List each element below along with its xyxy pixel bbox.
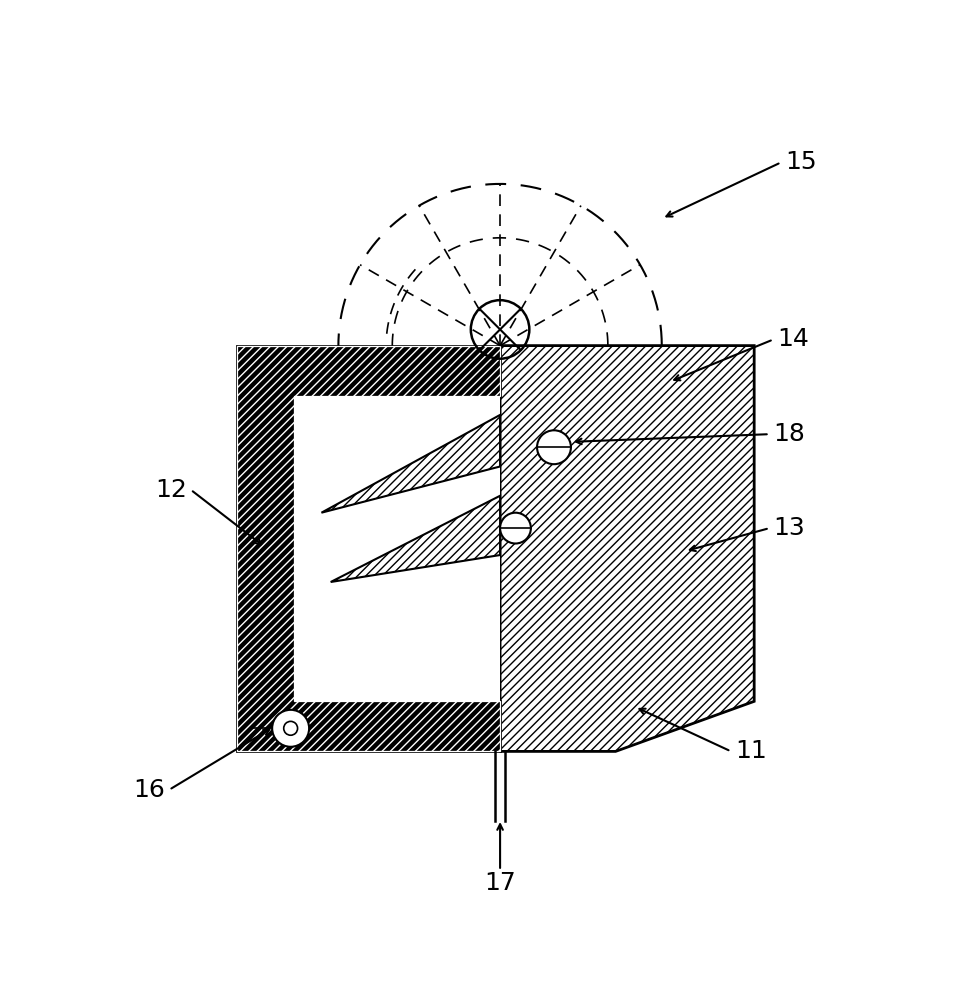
Circle shape xyxy=(273,710,309,747)
Polygon shape xyxy=(322,415,500,513)
Text: 18: 18 xyxy=(773,422,805,446)
Polygon shape xyxy=(294,396,500,701)
Text: 13: 13 xyxy=(773,516,805,540)
Text: 15: 15 xyxy=(785,150,817,174)
Text: 16: 16 xyxy=(133,778,165,802)
Text: 14: 14 xyxy=(777,327,809,351)
Circle shape xyxy=(537,430,571,464)
Text: 11: 11 xyxy=(735,739,767,763)
Text: 12: 12 xyxy=(155,478,187,502)
Polygon shape xyxy=(330,496,500,582)
Text: 17: 17 xyxy=(484,871,516,895)
Polygon shape xyxy=(500,346,754,751)
Circle shape xyxy=(500,513,531,544)
Polygon shape xyxy=(237,346,500,751)
